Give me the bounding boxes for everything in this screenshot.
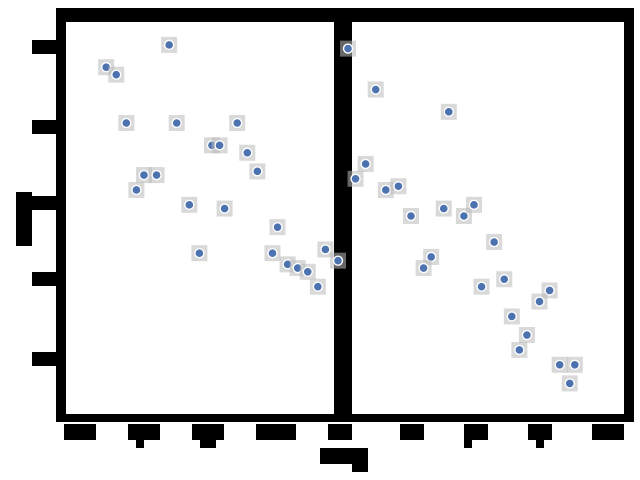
data-point (534, 296, 545, 307)
data-point (131, 184, 142, 196)
data-point (569, 359, 580, 370)
x-axis-label (320, 448, 368, 472)
data-point (360, 158, 371, 170)
data-point (194, 247, 205, 259)
panel-2-points (340, 40, 583, 392)
data-point (151, 169, 162, 181)
panel-1-points (98, 36, 346, 295)
y-tick-label (32, 120, 58, 134)
data-point (111, 69, 122, 80)
x-tick-label (200, 440, 216, 448)
x-tick-label (192, 424, 224, 440)
data-point (267, 247, 278, 259)
x-tick-label (64, 424, 96, 440)
data-point (564, 378, 575, 389)
data-point (488, 236, 500, 248)
x-tick-label (536, 440, 544, 448)
data-point (443, 106, 454, 118)
data-point (320, 244, 331, 255)
data-point (468, 199, 480, 211)
data-point (405, 210, 417, 222)
data-point (506, 311, 517, 322)
x-tick-label (128, 424, 160, 440)
data-point (393, 181, 404, 192)
data-point (214, 140, 225, 151)
data-point (121, 117, 132, 129)
data-point (458, 210, 470, 222)
data-point (438, 203, 449, 214)
data-point (544, 285, 555, 296)
data-point (332, 255, 344, 266)
x-tick-label (464, 440, 472, 448)
data-point (425, 251, 437, 263)
data-point (163, 39, 175, 51)
data-point (418, 262, 429, 274)
x-axis-ticks (64, 424, 624, 448)
data-point (219, 203, 230, 214)
data-point (272, 221, 283, 233)
x-axis-label-block (320, 448, 368, 464)
data-point (242, 147, 253, 158)
data-point (171, 117, 182, 129)
data-point (302, 266, 313, 277)
left-panel-area (66, 22, 334, 414)
y-tick-label (32, 40, 58, 54)
x-tick-label (136, 440, 144, 448)
y-axis-label-block (16, 192, 32, 246)
x-tick-label (464, 424, 488, 440)
data-point (350, 173, 361, 185)
data-point (231, 117, 243, 129)
data-point (252, 166, 263, 177)
data-point (476, 281, 487, 292)
data-point (138, 169, 150, 181)
x-axis-label-block (352, 464, 368, 472)
y-tick-label (32, 272, 58, 286)
data-point (380, 184, 391, 196)
y-tick-label (32, 352, 58, 366)
data-point (521, 329, 533, 341)
data-point (514, 344, 525, 356)
data-point (184, 199, 195, 211)
x-tick-label (328, 424, 352, 440)
data-point (370, 84, 381, 95)
right-panel-area (352, 22, 624, 414)
y-axis-ticks (16, 40, 58, 366)
x-tick-label (256, 424, 296, 440)
x-tick-label (400, 424, 424, 440)
y-tick-label (32, 196, 58, 210)
x-tick-label (592, 424, 624, 440)
data-point (342, 43, 354, 54)
data-point (554, 359, 565, 370)
data-points (98, 36, 583, 392)
data-point (499, 274, 510, 285)
data-point (312, 281, 324, 292)
x-tick-label (528, 424, 552, 440)
